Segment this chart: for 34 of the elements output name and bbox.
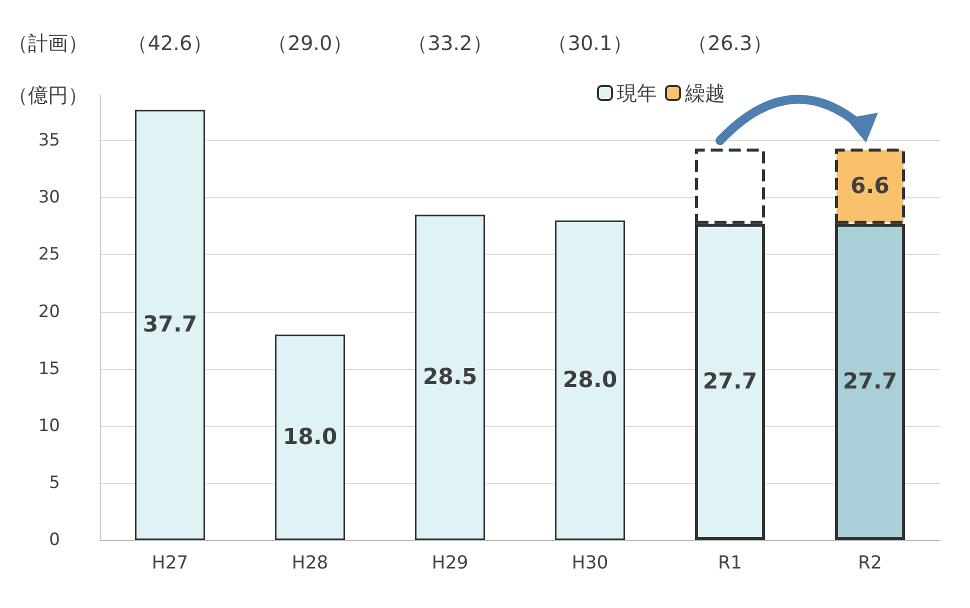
data-label: 27.7 — [842, 369, 898, 394]
bar — [415, 214, 485, 540]
y-tick-label: 35 — [38, 130, 60, 151]
x-tick-label: H28 — [292, 552, 328, 574]
x-tick-label: H30 — [572, 552, 608, 574]
x-tick-label: H29 — [432, 552, 468, 574]
y-tick-label: 10 — [38, 416, 60, 436]
y-tick-label: 15 — [38, 358, 60, 379]
y-tick-label: 20 — [38, 302, 60, 322]
data-label: 37.7 — [142, 312, 198, 338]
text: （30.1） — [548, 30, 632, 57]
text: （26.3） — [688, 30, 772, 57]
bar — [555, 220, 625, 540]
y-tick-label: 5 — [49, 472, 60, 493]
data-label: 27.7 — [702, 369, 758, 394]
x-tick-label: R1 — [718, 552, 742, 574]
y-tick-label: 25 — [38, 244, 60, 265]
bar — [275, 334, 345, 540]
bar — [135, 110, 205, 540]
data-label: 28.5 — [422, 364, 478, 390]
text: （計画） — [8, 30, 88, 57]
legend-label: 現年 — [617, 81, 657, 105]
data-label: 28.0 — [562, 368, 618, 393]
y-tick-label: 0 — [49, 530, 60, 550]
text: （33.2） — [408, 30, 492, 57]
data-label: 6.6 — [850, 174, 890, 199]
y-tick-label: 30 — [38, 188, 60, 208]
data-label: 18.0 — [282, 424, 338, 450]
text: （29.0） — [268, 30, 352, 57]
x-tick-label: H27 — [152, 552, 188, 574]
x-tick-label: R2 — [858, 552, 882, 574]
y-axis-title: （億円） — [8, 82, 88, 109]
legend-label: 繰越 — [684, 81, 725, 105]
text: （42.6） — [128, 30, 212, 57]
